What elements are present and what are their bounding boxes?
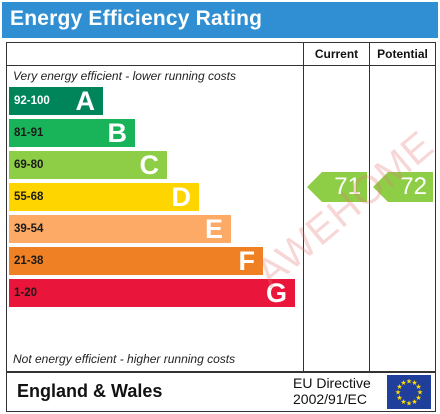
band-letter: E [204,214,223,244]
eu-star-icon: ★ [417,389,423,397]
potential-arrow-shape [373,172,433,202]
band-letter: A [75,86,96,116]
band-range: 1-20 [14,287,38,299]
band-c: 69-80 C [9,151,167,179]
eu-star-icon: ★ [415,383,421,391]
top-note: Very energy efficient - lower running co… [13,69,236,83]
eu-star-icon: ★ [400,379,406,387]
eu-directive-line1: EU Directive [293,375,371,391]
current-arrow-shape [307,172,367,202]
eu-directive-line2: 2002/91/EC [293,391,367,407]
band-e: 39-54 E [9,215,231,243]
eu-star-icon: ★ [396,383,402,391]
band-d: 55-68 D [9,183,199,211]
eu-star-icon: ★ [406,378,412,386]
eu-flag-stars: ★★★★★★★★★ ★ ★★ [395,378,423,408]
eu-star-icon: ★ [411,398,417,406]
title-bar: Energy Efficiency Rating [2,2,438,38]
current-rating-arrow: 71 [307,172,367,202]
eu-star-icon: ★ [411,379,417,387]
band-b: 81-91 B [9,119,135,147]
eu-star-icon: ★ [395,389,401,397]
header-underline [7,65,435,66]
column-header-potential: Potential [377,47,428,61]
rating-chart-frame: Current Potential Very energy efficient … [6,42,436,372]
band-range: 55-68 [14,191,44,203]
band-letter: B [107,118,128,148]
potential-rating-value: 72 [400,173,427,200]
eu-star-icon: ★ [406,400,412,408]
band-letter: D [171,182,192,212]
bottom-note: Not energy efficient - higher running co… [13,352,236,366]
region-label: England & Wales [17,381,163,401]
potential-rating-arrow: 72 [373,172,433,202]
footer: England & Wales EU Directive 2002/91/EC … [6,372,436,412]
column-header-current: Current [314,47,359,61]
divider-current [303,43,304,371]
band-letter: C [139,150,160,180]
eu-star-icon: ★ [415,394,421,402]
band-range: 39-54 [14,223,44,235]
band-a: 92-100 A [9,87,103,115]
chart-title: Energy Efficiency Rating [10,7,263,30]
divider-potential [369,43,370,371]
eu-star-icon: ★ [400,398,406,406]
band-f: 21-38 F [9,247,263,275]
band-range: 69-80 [14,159,44,171]
eu-directive: EU Directive 2002/91/EC [293,375,371,407]
band-letter: F [238,246,256,276]
band-g: 1-20 G [9,279,295,307]
current-rating-value: 71 [334,173,361,200]
band-letter: G [265,278,287,308]
band-range: 81-91 [14,127,44,139]
band-range: 21-38 [14,255,44,267]
band-range: 92-100 [14,95,50,107]
eu-flag-icon: ★ ★ ★ ★ ★ ★ ★ ★ ★ ★ ★ ★ [387,375,431,409]
eu-star-icon: ★ [396,394,402,402]
